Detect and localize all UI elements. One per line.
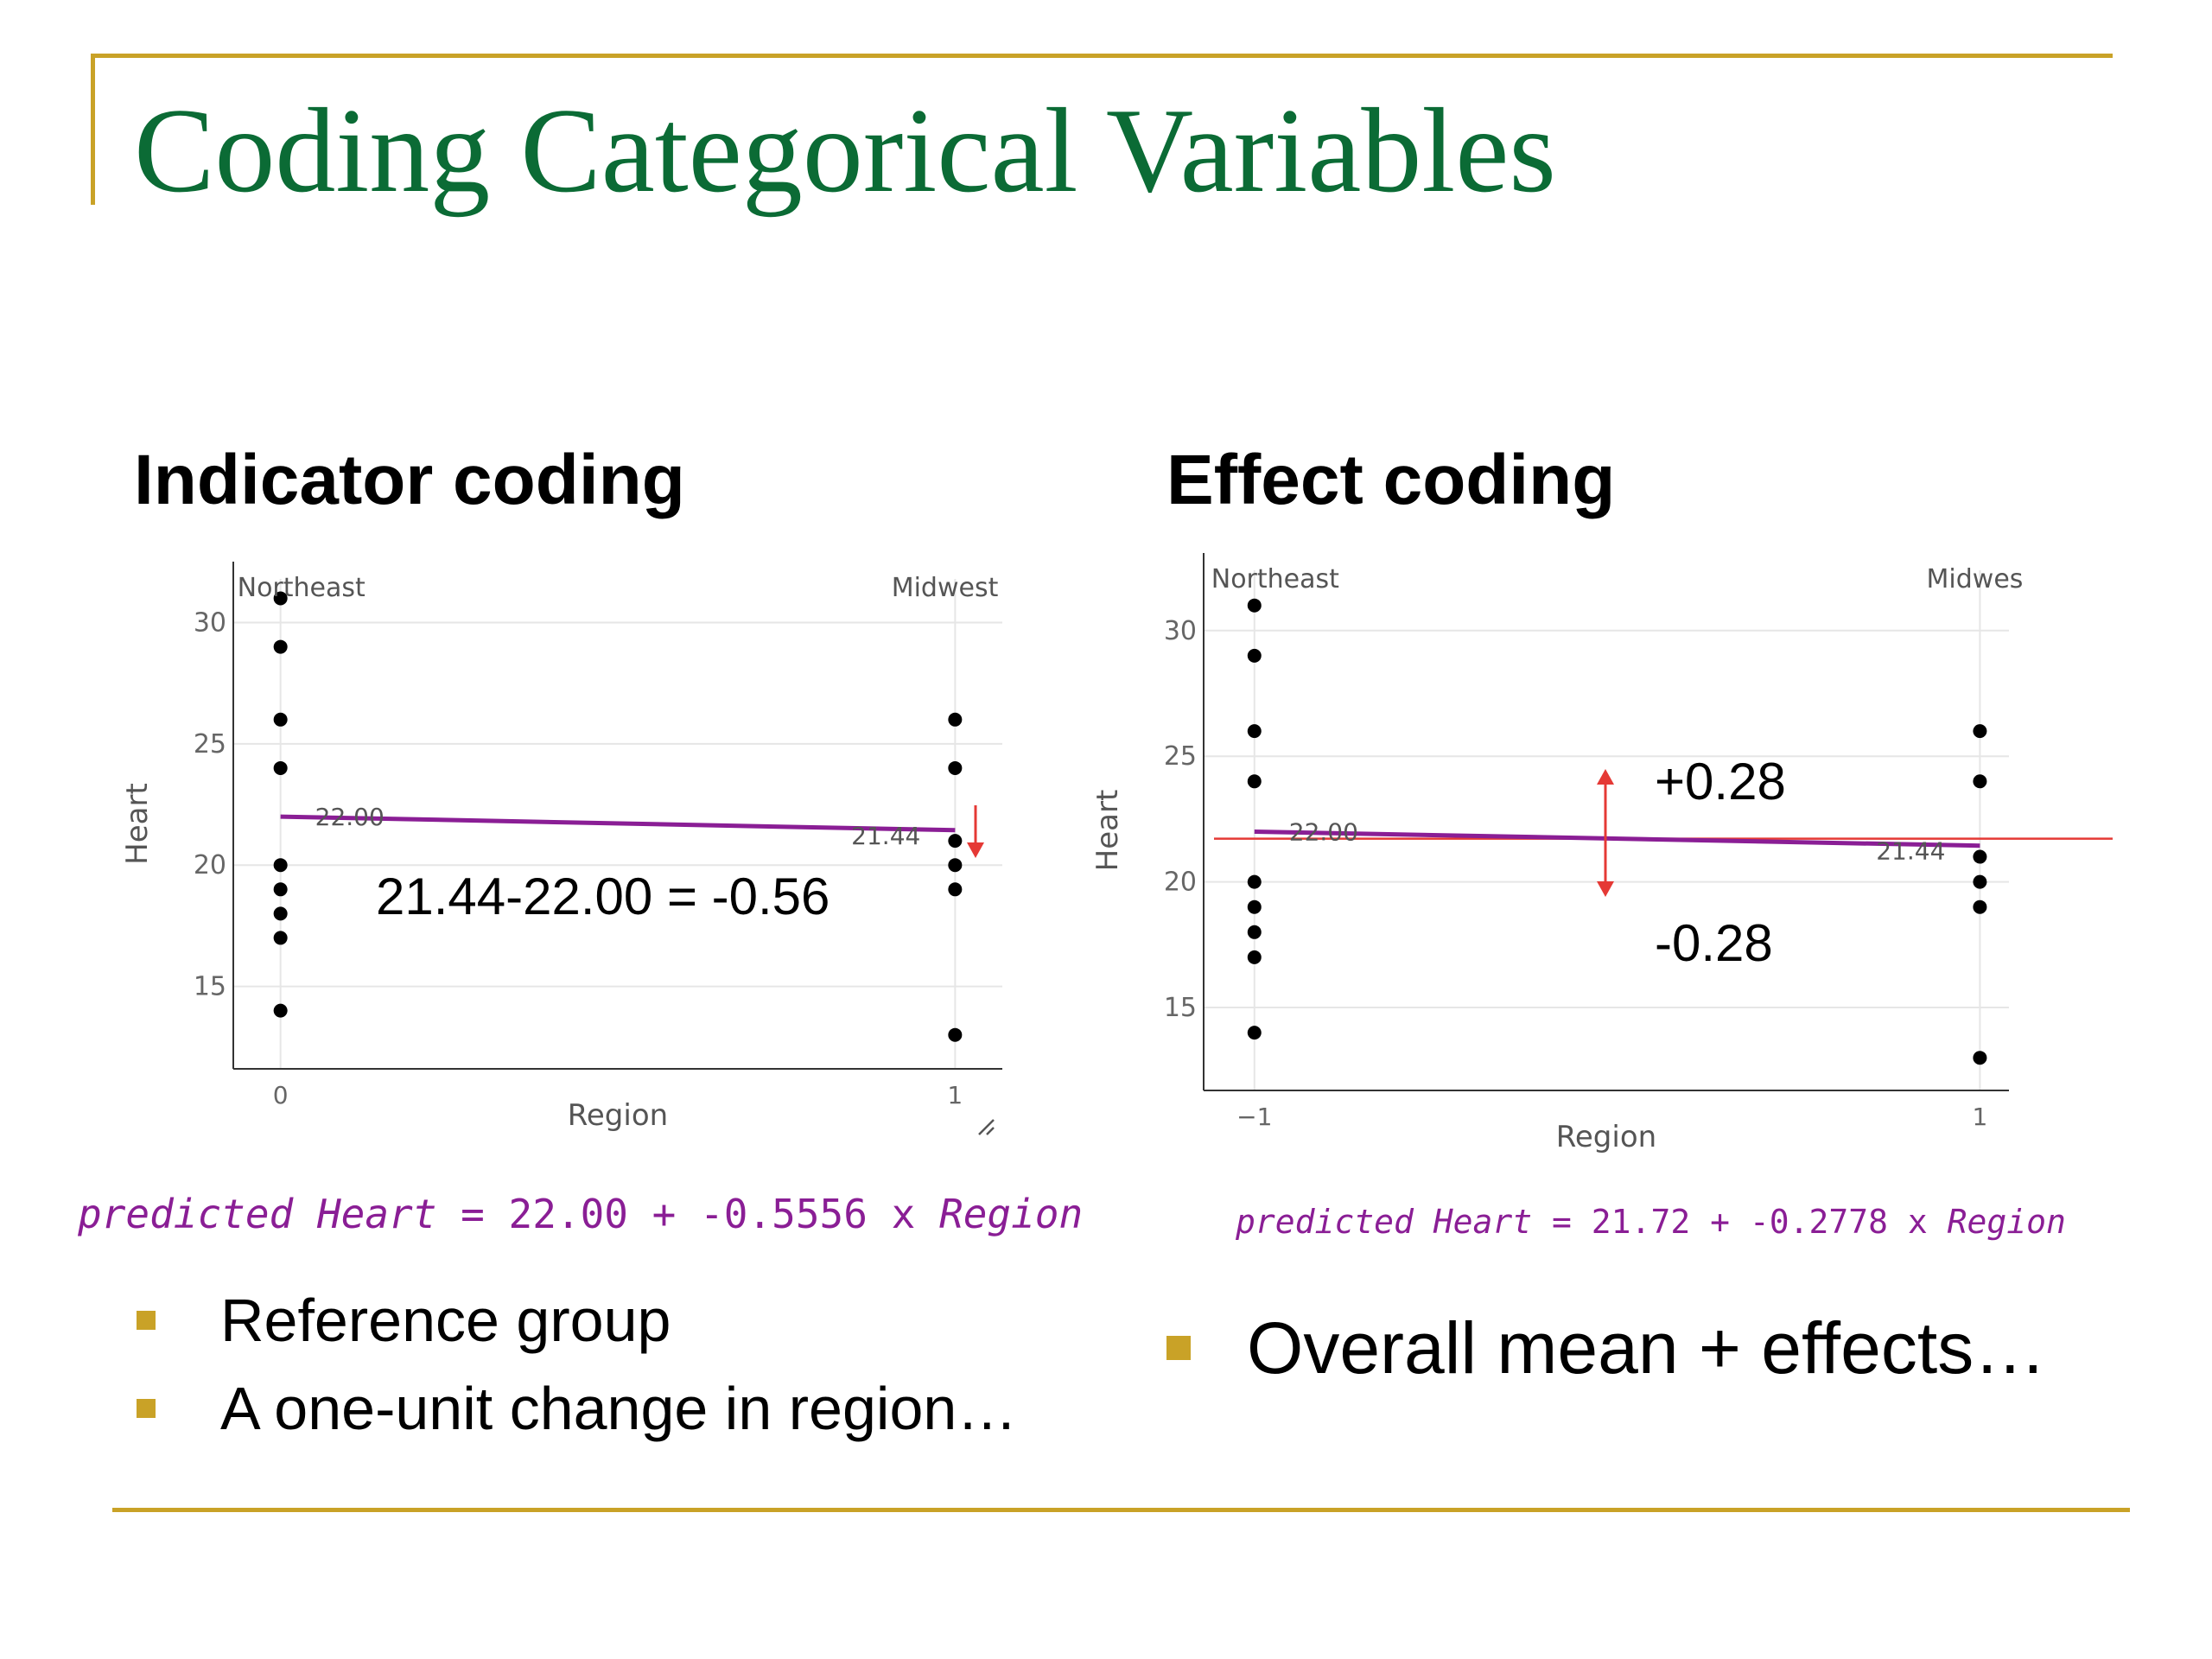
x-tick-label: 1 [1973, 1103, 1988, 1131]
data-point [948, 712, 963, 727]
regression-value-label: 21.44 [1876, 837, 1945, 866]
group-label: Midwes [1927, 564, 2024, 594]
x-tick-label: −1 [1236, 1103, 1272, 1131]
bullet-item: A one-unit change in region… [137, 1374, 1017, 1443]
data-point [1973, 874, 1987, 889]
formula-lhs: predicted Heart [1236, 1203, 1533, 1241]
data-point [273, 639, 288, 654]
data-point [1247, 899, 1262, 914]
data-point [1247, 1026, 1262, 1040]
formula-variable: Region [939, 1191, 1084, 1237]
group-label: Midwest [892, 573, 999, 603]
indicator-coding-plot: 15 20 25 30 0 1 Region Heart Northeast Midwest 22… [86, 544, 1054, 1149]
data-point [1973, 1051, 1987, 1065]
y-tick-label: 20 [194, 850, 226, 880]
bullet-square-icon [1166, 1336, 1191, 1360]
y-tick-label: 25 [194, 729, 226, 760]
formula-middle: = 21.72 + -0.2778 x [1532, 1203, 1948, 1241]
indicator-plot-svg: 15 20 25 30 0 1 Region Heart Northeast Midwest 22… [120, 562, 1002, 1135]
data-point [1247, 774, 1262, 789]
regression-line [280, 814, 956, 833]
data-point [1247, 874, 1262, 889]
y-tick-label: 15 [1164, 993, 1197, 1023]
formula-variable: Region [1947, 1203, 2066, 1241]
data-point [1973, 774, 1987, 789]
effect-plot-svg: 15 20 25 30 −1 1 Region Heart Northeast Midwes 22… [1090, 553, 2113, 1154]
bullet-square-icon [137, 1311, 156, 1330]
minus-effect-annotation: -0.28 [1655, 914, 1773, 972]
y-tick-label: 20 [1164, 868, 1197, 898]
data-point [273, 906, 288, 921]
effect-coding-plot: 15 20 25 30 −1 1 Region Heart Northeast Midwes 22… [1071, 544, 2126, 1166]
bullet-text: Overall mean + effects… [1247, 1306, 2047, 1389]
y-tick-label: 25 [1164, 741, 1197, 772]
data-point [273, 591, 288, 606]
data-point [273, 931, 288, 945]
indicator-formula: predicted Heart = 22.00 + -0.5556 x Regi… [78, 1194, 1083, 1234]
regression-value-label: 22.00 [1289, 817, 1358, 846]
data-point [273, 712, 288, 727]
group-label: Northeast [238, 573, 365, 603]
regression-value-label: 21.44 [851, 822, 920, 850]
up-arrow-icon [1597, 769, 1614, 785]
bullet-square-icon [137, 1399, 156, 1418]
data-point [948, 882, 963, 897]
y-tick-label: 30 [194, 608, 226, 639]
data-point [273, 882, 288, 897]
bottom-rule [112, 1508, 2130, 1512]
regression-line [1254, 829, 1980, 849]
data-point [1247, 598, 1262, 613]
x-axis-title: Region [568, 1098, 668, 1133]
data-point [1973, 899, 1987, 914]
data-point [1247, 648, 1262, 663]
data-point [1247, 950, 1262, 964]
indicator-coding-heading: Indicator coding [134, 441, 685, 519]
data-point [273, 760, 288, 775]
group-label: Northeast [1211, 564, 1339, 594]
x-axis-title: Region [1556, 1120, 1656, 1154]
data-point [948, 834, 963, 849]
data-point [948, 858, 963, 873]
bullet-text: A one-unit change in region… [220, 1375, 1018, 1442]
plus-effect-annotation: +0.28 [1655, 753, 1786, 810]
effect-formula: predicted Heart = 21.72 + -0.2778 x Regi… [1236, 1205, 2066, 1238]
data-point [948, 760, 963, 775]
difference-annotation: 21.44-22.00 = -0.56 [376, 868, 830, 925]
y-tick-label: 15 [194, 972, 226, 1002]
x-tick-label: 0 [273, 1081, 289, 1109]
regression-value-label: 22.00 [315, 803, 385, 831]
top-rule [91, 54, 2113, 58]
data-point [1973, 849, 1987, 864]
bullet-item: Reference group [137, 1286, 671, 1355]
y-tick-label: 30 [1164, 616, 1197, 646]
formula-lhs: predicted Heart [78, 1191, 437, 1237]
effect-coding-heading: Effect coding [1166, 441, 1616, 519]
x-tick-label: 1 [947, 1081, 963, 1109]
data-point [1247, 724, 1262, 739]
data-point [273, 858, 288, 873]
resize-handle-icon[interactable] [978, 1119, 995, 1135]
data-point [948, 1027, 963, 1042]
down-arrow-icon [1597, 881, 1614, 897]
bullet-text: Reference group [220, 1287, 671, 1354]
down-arrow-icon [967, 842, 984, 858]
data-point [1247, 925, 1262, 939]
data-point [273, 1003, 288, 1018]
y-axis-title: Heart [1090, 790, 1125, 872]
formula-middle: = 22.00 + -0.5556 x [436, 1191, 940, 1237]
y-axis-title: Heart [120, 783, 155, 865]
slide-title: Coding Categorical Variables [134, 84, 1556, 218]
title-accent-bar [91, 54, 95, 205]
bullet-item: Overall mean + effects… [1166, 1306, 2047, 1389]
data-point [1973, 724, 1987, 739]
